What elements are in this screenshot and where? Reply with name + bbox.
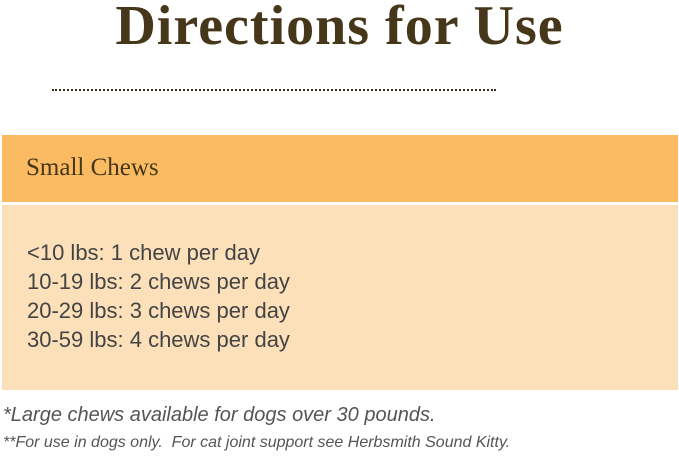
footnote: *Large chews available for dogs over 30 … (3, 404, 436, 426)
page-title: Directions for Use (115, 0, 564, 57)
dosage-line: 20-29 lbs: 3 chews per day (27, 298, 290, 323)
dosage-line: <10 lbs: 1 chew per day (27, 240, 260, 265)
section-header: Small Chews (2, 135, 678, 202)
dotted-divider (52, 89, 496, 91)
footnote: **For use in dogs only. For cat joint su… (3, 434, 511, 451)
section-body: <10 lbs: 1 chew per day 10-19 lbs: 2 che… (2, 205, 678, 390)
section-heading: Small Chews (26, 154, 159, 181)
dosage-line: 10-19 lbs: 2 chews per day (27, 269, 290, 294)
dosage-line: 30-59 lbs: 4 chews per day (27, 327, 290, 352)
